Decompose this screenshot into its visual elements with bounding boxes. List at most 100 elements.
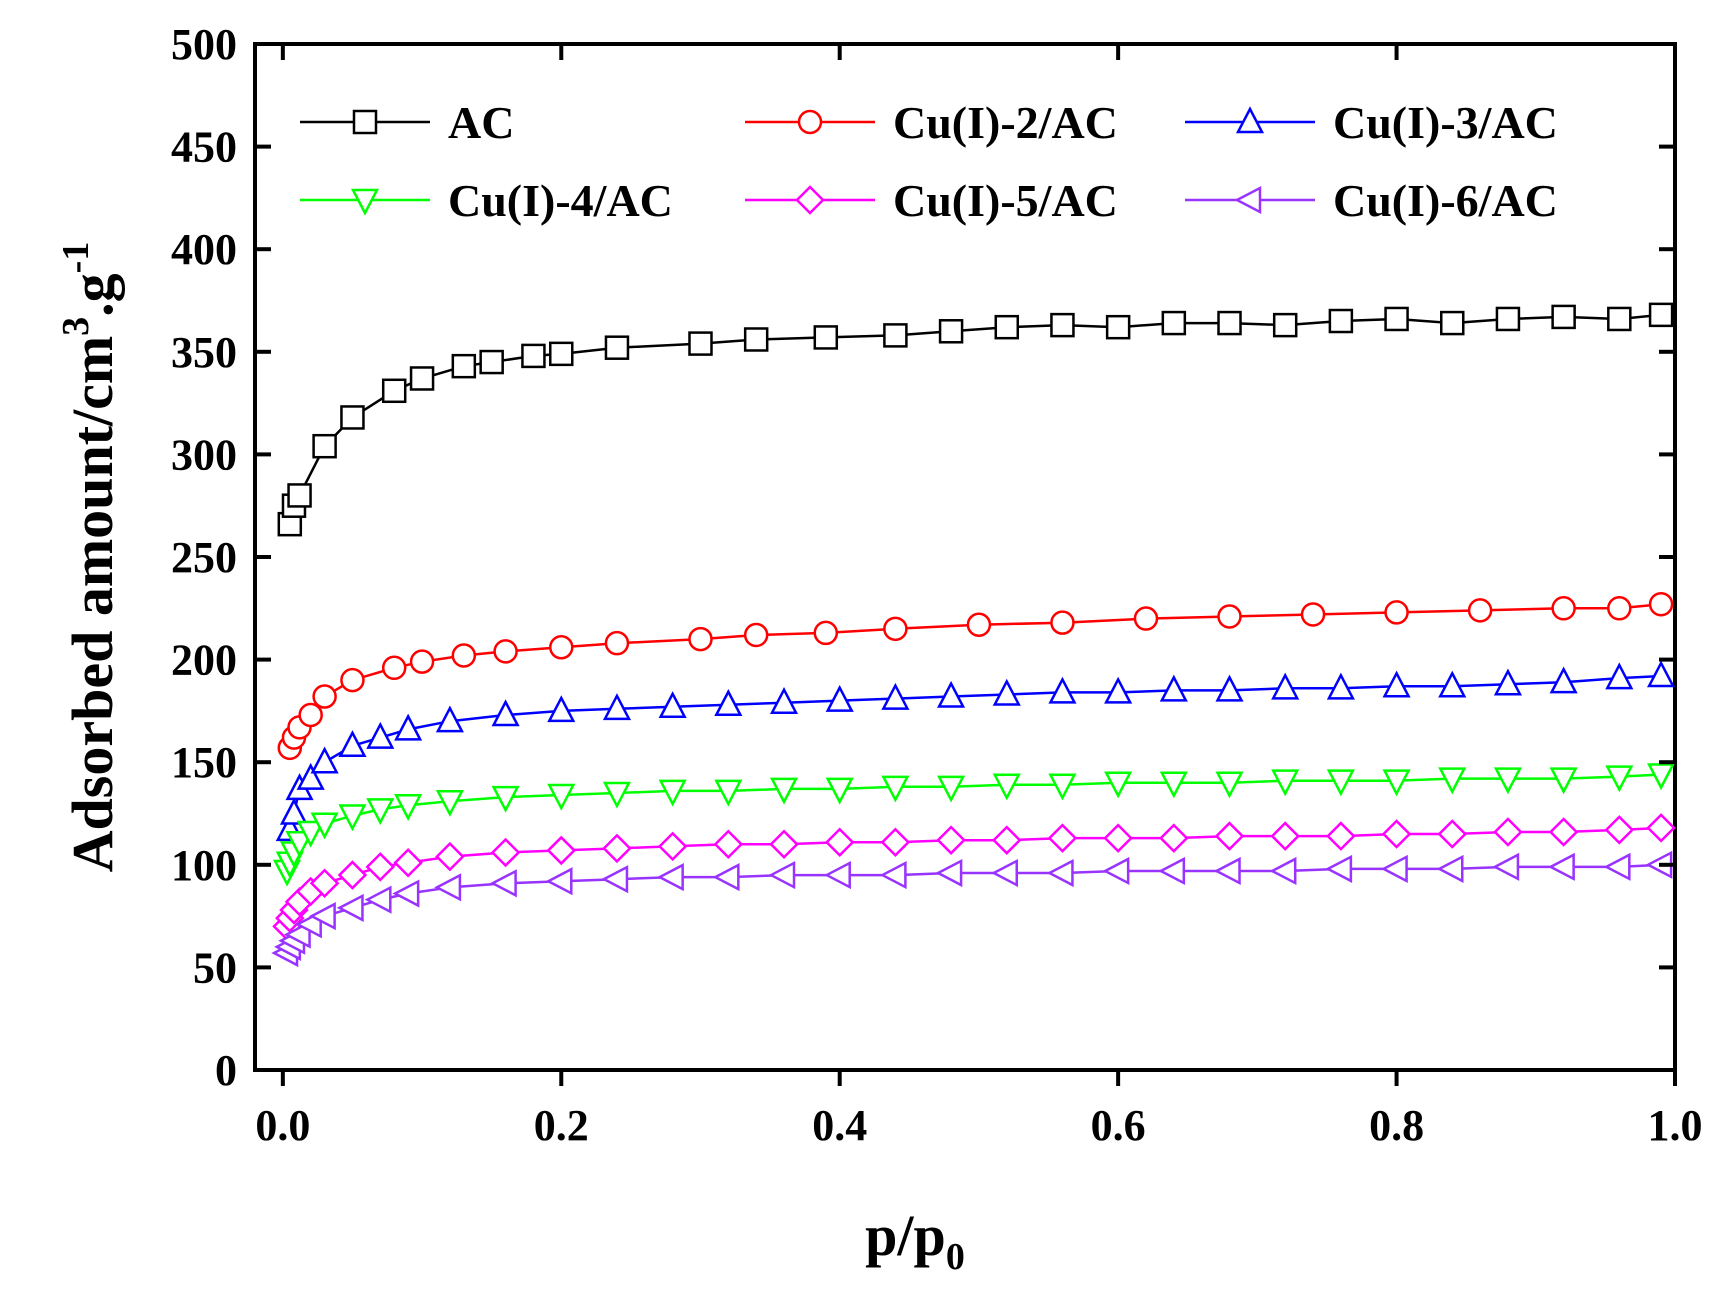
data-point <box>769 777 799 805</box>
data-point <box>883 616 908 642</box>
data-point <box>409 366 435 391</box>
data-point <box>1604 815 1635 845</box>
data-point <box>1605 765 1634 793</box>
data-point <box>935 858 963 888</box>
data-point <box>1548 817 1579 847</box>
legend-item: Cu(I)-2/AC <box>745 97 1118 148</box>
data-point <box>521 343 546 369</box>
data-point <box>312 684 337 709</box>
data-point <box>991 858 1019 888</box>
legend-marker <box>795 185 825 215</box>
data-point <box>994 314 1020 340</box>
data-point <box>1381 819 1412 849</box>
data-point <box>813 325 839 350</box>
data-point <box>688 331 713 356</box>
data-point <box>309 868 340 899</box>
data-point <box>1603 852 1631 881</box>
data-point <box>491 785 520 813</box>
data-point <box>312 433 337 459</box>
data-point <box>1215 771 1244 799</box>
data-point <box>1325 854 1353 883</box>
data-point <box>479 349 504 375</box>
y-axis-title: Adsorbed amount/cm3.g-1 <box>55 242 125 873</box>
data-point <box>435 841 465 872</box>
data-point <box>879 860 907 890</box>
data-point <box>658 691 687 719</box>
series-layer <box>271 302 1676 968</box>
x-tick-label: 0.2 <box>534 1101 589 1150</box>
data-point <box>394 713 423 741</box>
data-point <box>336 893 364 922</box>
data-point <box>1438 670 1467 698</box>
data-point <box>1495 306 1521 332</box>
data-point <box>1270 821 1300 851</box>
legend-item: Cu(I)-6/AC <box>1185 175 1558 226</box>
legend: AC Cu(I)-2/AC Cu(I)-3/AC Cu(I)-4/AC Cu(I)-5/… <box>300 97 1558 226</box>
data-point <box>881 775 910 803</box>
x-tick-label: 0.8 <box>1369 1101 1424 1150</box>
data-point <box>545 867 573 896</box>
data-point <box>365 852 396 882</box>
legend-label: AC <box>448 97 514 148</box>
data-point <box>310 746 339 774</box>
data-point <box>602 781 632 809</box>
data-point <box>1161 310 1187 336</box>
data-point <box>1048 773 1077 801</box>
data-point <box>308 902 336 931</box>
y-axis-title-sup1: 3 <box>55 317 97 336</box>
y-tick-label: 350 <box>171 328 237 377</box>
y-tick-label: 450 <box>171 123 237 172</box>
data-point <box>1326 769 1355 797</box>
data-point <box>1384 306 1409 332</box>
data-point <box>1607 306 1632 332</box>
data-point <box>883 323 908 348</box>
data-point <box>298 702 323 728</box>
data-point <box>549 341 574 367</box>
data-point <box>768 860 796 890</box>
legend-item: Cu(I)-3/AC <box>1185 97 1558 148</box>
legend-label: Cu(I)-4/AC <box>448 175 673 226</box>
data-point <box>1159 771 1188 799</box>
data-point <box>340 405 365 430</box>
data-point <box>1551 304 1576 330</box>
data-point <box>712 863 740 892</box>
data-point <box>1133 606 1159 631</box>
data-point <box>604 335 630 360</box>
data-point <box>1440 310 1465 336</box>
y-tick-label: 200 <box>171 636 237 685</box>
data-point <box>435 705 464 733</box>
data-point <box>992 773 1021 801</box>
data-point <box>394 794 423 821</box>
data-point <box>296 820 325 848</box>
legend-item: AC <box>300 97 514 148</box>
data-point <box>938 319 964 344</box>
data-point <box>992 678 1021 706</box>
y-axis-title-mid: .g <box>60 273 125 317</box>
data-point <box>1493 668 1523 696</box>
data-point <box>1217 604 1242 629</box>
data-point <box>813 620 839 646</box>
data-point <box>1549 767 1578 795</box>
series-5 <box>272 813 1676 942</box>
data-point <box>825 777 854 805</box>
y-tick-label: 300 <box>171 430 237 479</box>
y-axis-title-main: Adsorbed amount/cm <box>60 336 125 873</box>
y-tick-label: 400 <box>171 225 237 274</box>
data-point <box>1437 819 1468 849</box>
data-point <box>1050 610 1075 635</box>
data-point <box>1380 854 1408 883</box>
data-point <box>549 635 574 660</box>
data-point <box>743 327 769 352</box>
x-tick-label: 0.6 <box>1091 1101 1146 1150</box>
data-point <box>1438 767 1467 795</box>
data-point <box>547 695 576 723</box>
data-point <box>1326 821 1356 851</box>
legend-marker <box>797 109 823 135</box>
data-point <box>1104 771 1133 799</box>
data-point <box>881 682 910 710</box>
x-tick-label: 0.4 <box>812 1101 867 1150</box>
data-point <box>769 686 799 714</box>
data-point <box>1647 763 1676 791</box>
data-point <box>824 860 851 890</box>
